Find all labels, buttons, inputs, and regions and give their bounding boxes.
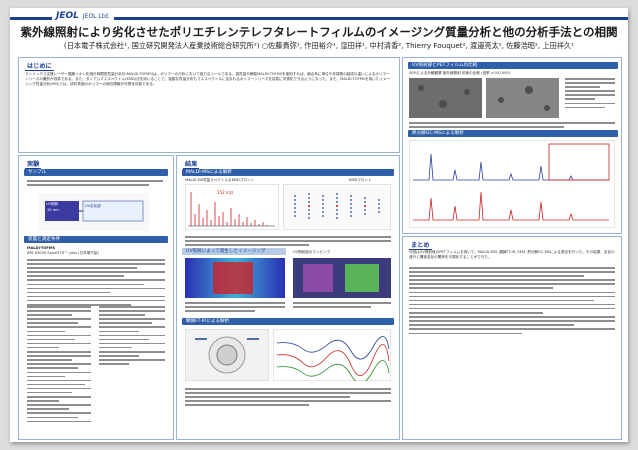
ir-bar: 顕微FT-IRによる解析	[182, 318, 394, 325]
summary-text: 今回はUV照射後のPETフィルムを用いて、MALDI-MSI, 顕微FT-IR,…	[409, 250, 615, 259]
comparison-text	[409, 122, 615, 130]
poster-authors: (日本電子株式会社¹, 国立研究開発法人産業技術総合研究所²) ○佐藤貴弥¹, …	[63, 41, 575, 50]
poster-title: 紫外線照射により劣化させたポリエチレンテレフタレートフィルムのイメージング質量分…	[20, 25, 618, 39]
maldi-text	[185, 236, 391, 248]
maldi-bar: MALDI-MSによる解析	[182, 169, 394, 176]
jeol-logo: JEOL JEOL Ltd.	[52, 11, 114, 21]
experiment-heading: 実験	[25, 161, 42, 169]
sem-text	[565, 78, 615, 111]
mass-spectrum	[185, 184, 279, 230]
kmd-label: KMDプロット	[349, 178, 372, 182]
intro-heading: はじめに	[25, 63, 54, 71]
method-text	[27, 259, 165, 308]
msi-heatmap	[185, 258, 285, 298]
sample-bar: サンプル	[24, 169, 168, 176]
results-block: 結果 MALDI-MSによる解析 MALDI-MS質量スペクトル＆KMDプロット…	[176, 155, 400, 440]
header-stripe	[10, 17, 628, 20]
instrument-name: MALDI-TOFMS	[27, 246, 56, 250]
ir-text	[185, 388, 391, 408]
sample-text	[27, 180, 163, 188]
header-bar: JEOL JEOL Ltd.	[10, 8, 628, 34]
gc-chromatogram	[409, 140, 615, 228]
summary-heading: まとめ	[409, 242, 432, 250]
results-heading: 結果	[183, 161, 200, 169]
mass-label: 152 m/z	[217, 190, 234, 195]
intro-text: マトリックス支援レーザー脱離イオン化飛行時間型質量分析計(MALDI-TOFMS…	[25, 72, 391, 86]
uv-mapping-caption: UV照射部のマッピング	[293, 250, 331, 254]
instrument-model: JMS-S3000 SpiralTOF™-plus (日本電子製)	[27, 251, 99, 255]
kmd-plot	[283, 184, 391, 230]
uv-time: 30 min	[47, 208, 60, 212]
uv-degraded-label: UV劣化部	[85, 204, 101, 208]
comparison-bar: UV照射部とPETフィルムの比較	[408, 62, 618, 69]
uv-label: UV照射	[46, 202, 59, 206]
ir-spectrum	[273, 329, 391, 381]
intro-block: はじめに マトリックス支援レーザー脱離イオン化飛行時間型質量分析計(MALDI-…	[18, 57, 400, 153]
logo-text: JEOL Ltd.	[82, 12, 110, 20]
ir-depth-image	[185, 329, 269, 381]
ir-image	[293, 258, 391, 298]
uv-text-left	[185, 302, 285, 314]
sample-diagram	[39, 193, 149, 231]
method-bar: 装置と測定条件	[24, 236, 168, 243]
gc-bar: 熱分解GC-MSによる解析	[408, 130, 618, 137]
right-top-block: UV照射部とPETフィルムの比較 SEMによる外観観察 紫外線照射 前後の比較 …	[402, 57, 622, 234]
logo-mark: JEOL	[56, 11, 79, 21]
uv-text-right	[293, 302, 391, 310]
poster: JEOL JEOL Ltd. 紫外線照射により劣化させたポリエチレンテレフタレー…	[10, 8, 628, 442]
summary-lines	[409, 267, 615, 337]
sem-caption: SEMによる外観観察 紫外線照射 前後の比較 (倍率 ×100,000)	[409, 71, 511, 75]
conditions-left	[27, 306, 91, 425]
conditions-right	[99, 306, 165, 367]
sem-images	[409, 78, 559, 118]
uv-imaging-bar: UV照射によって発生したイメージング	[182, 248, 286, 255]
summary-block: まとめ 今回はUV照射後のPETフィルムを用いて、MALDI-MSI, 顕微FT…	[402, 236, 622, 440]
maldi-subtitle: MALDI-MS質量スペクトル＆KMDプロット	[185, 178, 255, 182]
experiment-block: 実験 サンプル UV照射 30 min UV劣化部 装置と測定条件 MALDI-…	[18, 155, 174, 440]
